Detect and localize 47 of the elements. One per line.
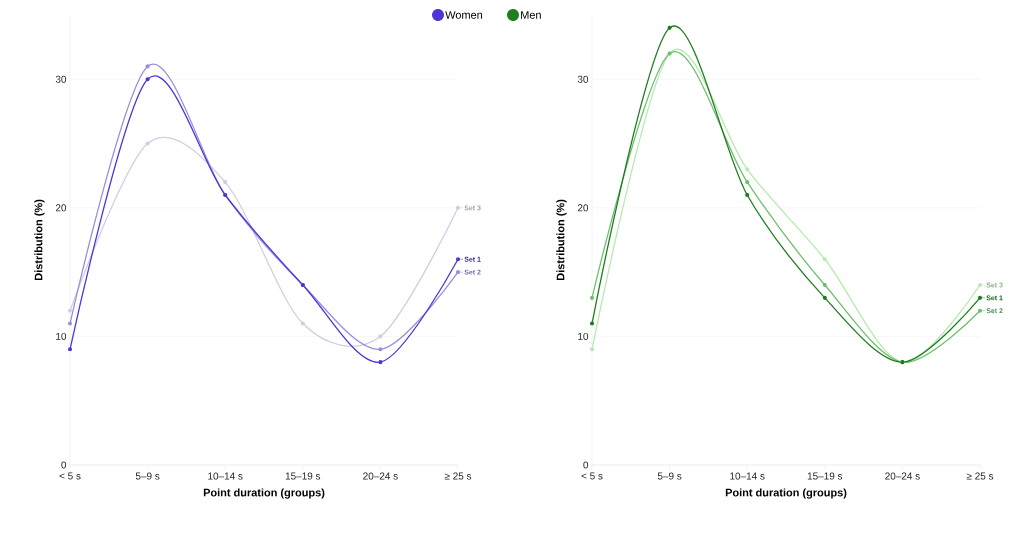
x-tick-label: < 5 s — [59, 472, 81, 480]
y-axis-title: Distribution (%) — [556, 199, 567, 281]
x-axis-title: Point duration (groups) — [725, 488, 847, 499]
x-tick-label: 5–9 s — [657, 472, 682, 480]
y-tick-label: 0 — [61, 461, 67, 469]
point — [67, 347, 73, 352]
x-axis-title: Point duration (groups) — [203, 488, 325, 499]
x-tick-label: ≥ 25 s — [966, 472, 994, 480]
legend-title: Women — [445, 11, 483, 19]
x-tick-label: 10–14 s — [730, 472, 765, 480]
point — [822, 257, 827, 262]
y-tick-label: 10 — [578, 332, 589, 340]
x-tick-label: 15–19 s — [807, 472, 843, 480]
point — [67, 321, 73, 326]
y-tick-label: 20 — [55, 204, 67, 212]
point — [145, 64, 150, 69]
point — [822, 282, 827, 288]
point — [67, 308, 73, 313]
y-axis-title: Distribution (%) — [34, 199, 45, 281]
y-tick-label: 30 — [577, 75, 589, 83]
point — [378, 360, 383, 365]
point — [589, 295, 595, 300]
x-tick-label: 10–14 s — [208, 472, 243, 480]
point — [378, 347, 383, 352]
point — [745, 192, 750, 198]
y-tick-label: 10 — [56, 332, 67, 340]
y-tick-label: 20 — [577, 204, 589, 212]
x-tick-label: 15–19 s — [285, 472, 321, 480]
x-tick-label: 5–9 s — [135, 472, 160, 480]
point — [300, 321, 305, 326]
point — [822, 295, 827, 300]
point — [145, 77, 150, 82]
y-tick-label: 0 — [583, 461, 589, 469]
point — [745, 167, 750, 172]
point — [378, 334, 383, 339]
x-tick-label: 20–24 s — [885, 472, 920, 480]
point — [745, 180, 750, 185]
y-tick-label: 30 — [55, 75, 67, 83]
x-tick-label: < 5 s — [581, 472, 603, 480]
point — [667, 25, 672, 30]
point — [223, 180, 228, 185]
legend-title: Men — [521, 11, 541, 19]
x-tick-label: 20–24 s — [363, 472, 398, 480]
x-tick-label: ≥ 25 s — [444, 472, 472, 480]
point — [589, 347, 595, 352]
point — [145, 141, 150, 146]
point — [589, 321, 595, 326]
